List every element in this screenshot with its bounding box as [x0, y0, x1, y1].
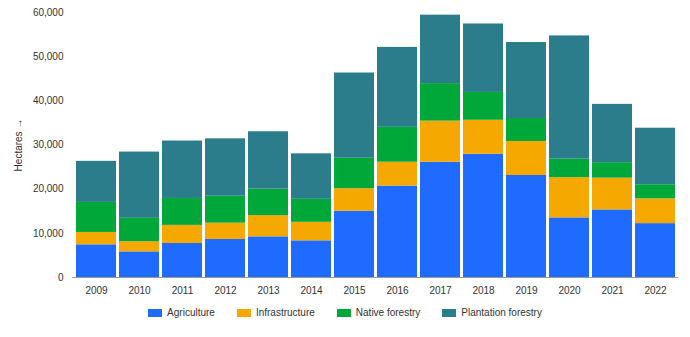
svg-text:2013: 2013	[257, 285, 280, 296]
svg-text:2019: 2019	[515, 285, 538, 296]
svg-text:50,000: 50,000	[33, 51, 64, 62]
svg-text:Hectares →: Hectares →	[13, 119, 24, 172]
svg-text:2014: 2014	[300, 285, 323, 296]
svg-text:2011: 2011	[172, 285, 194, 296]
svg-text:2018: 2018	[472, 285, 495, 296]
svg-text:2017: 2017	[429, 285, 452, 296]
svg-text:10,000: 10,000	[33, 228, 64, 239]
svg-text:2010: 2010	[128, 285, 151, 296]
svg-text:2022: 2022	[644, 285, 667, 296]
svg-text:2009: 2009	[85, 285, 108, 296]
html-text:Native forestry: Native forestry	[355, 307, 421, 318]
svg-text:40,000: 40,000	[33, 95, 64, 106]
svg-text:2021: 2021	[601, 285, 624, 296]
svg-text:2016: 2016	[386, 285, 409, 296]
html-text:Agriculture: Agriculture	[167, 307, 215, 318]
svg-text:2015: 2015	[343, 285, 366, 296]
html-text:Plantation forestry: Plantation forestry	[461, 307, 542, 318]
svg-text:0: 0	[58, 272, 64, 283]
svg-text:2020: 2020	[558, 285, 581, 296]
svg-text:30,000: 30,000	[33, 139, 64, 150]
svg-text:20,000: 20,000	[33, 183, 64, 194]
html-text:Infrastructure: Infrastructure	[255, 307, 315, 318]
svg-text:60,000: 60,000	[33, 7, 64, 18]
svg-text:2012: 2012	[214, 285, 237, 296]
